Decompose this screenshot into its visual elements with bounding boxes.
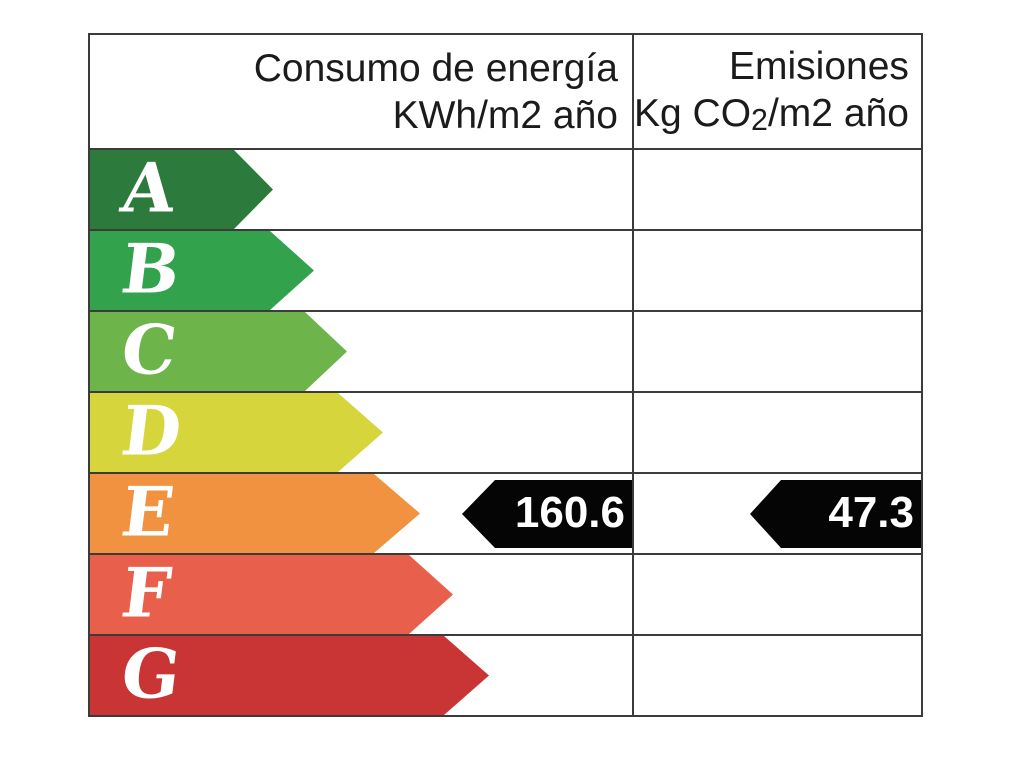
rating-arrow-c-icon <box>90 312 347 391</box>
emissions-unit-prefix: Kg CO <box>634 92 752 135</box>
rating-letter-e: E <box>117 472 179 553</box>
emissions-value: 47.3 <box>828 487 914 537</box>
rating-letter-f: F <box>117 553 176 634</box>
rating-row-e: E 160.6 47.3 <box>90 472 921 555</box>
emissions-header-line1: Emisiones <box>728 45 909 88</box>
rating-arrow-g-icon <box>90 636 489 715</box>
rating-row-f: F <box>90 553 921 636</box>
emissions-cell-c <box>634 312 921 391</box>
rating-cell-g: G <box>90 634 634 715</box>
rating-arrow-a-icon <box>90 150 273 229</box>
rating-arrow-d-icon <box>90 393 383 472</box>
table-header-row: Consumo de energía KWh/m2 año Emisiones … <box>90 35 921 150</box>
emissions-cell-f <box>634 555 921 634</box>
rating-cell-f: F <box>90 553 634 634</box>
emissions-cell-b <box>634 231 921 310</box>
rating-cell-e: E 160.6 <box>90 472 634 553</box>
emissions-cell-d <box>634 393 921 472</box>
emissions-unit-suffix: /m2 año <box>767 92 909 135</box>
rating-row-c: C <box>90 310 921 393</box>
rating-row-b: B <box>90 229 921 312</box>
rating-row-a: A <box>90 148 921 231</box>
rating-arrow-b-icon <box>90 231 314 310</box>
consumption-value-arrow: 160.6 <box>462 479 632 548</box>
emissions-header: Emisiones Kg CO2/m2 año <box>634 35 925 148</box>
emissions-cell-g <box>634 636 921 715</box>
rating-cell-a: A <box>90 148 634 229</box>
rating-cell-c: C <box>90 310 634 391</box>
consumption-header: Consumo de energía KWh/m2 año <box>90 35 634 148</box>
consumption-header-line2: KWh/m2 año <box>392 93 618 137</box>
rating-letter-c: C <box>117 310 182 391</box>
rating-letter-g: G <box>117 634 185 715</box>
emissions-value-arrow-icon <box>750 479 921 548</box>
consumption-value: 160.6 <box>514 487 625 537</box>
emissions-header-line2: Kg CO2/m2 año <box>634 90 909 140</box>
rating-row-g: G <box>90 634 921 715</box>
rating-row-d: D <box>90 391 921 474</box>
emissions-cell-e: 47.3 <box>634 474 921 553</box>
consumption-value-arrow-icon <box>462 479 632 548</box>
consumption-header-line1: Consumo de energía <box>253 46 618 90</box>
rating-arrow-f-icon <box>90 555 453 634</box>
emissions-value-arrow: 47.3 <box>750 479 921 548</box>
rating-cell-b: B <box>90 229 634 310</box>
rating-arrow-e-icon <box>90 474 420 553</box>
rating-letter-a: A <box>117 148 180 229</box>
energy-rating-table: Consumo de energía KWh/m2 año Emisiones … <box>88 33 923 717</box>
rating-letter-d: D <box>117 391 186 472</box>
rating-letter-b: B <box>117 229 185 310</box>
rating-cell-d: D <box>90 391 634 472</box>
emissions-cell-a <box>634 150 921 229</box>
co2-subscript: 2 <box>751 103 768 138</box>
